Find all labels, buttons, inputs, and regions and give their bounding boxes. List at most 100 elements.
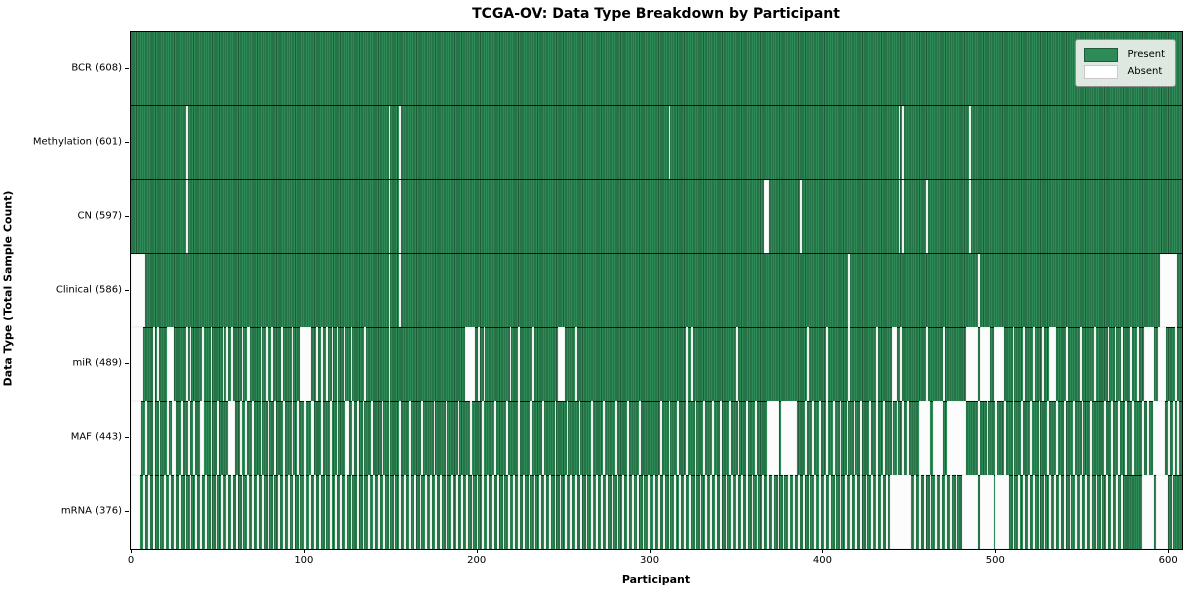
row-separator — [131, 179, 1182, 181]
absent-stripe — [179, 475, 182, 549]
x-tick-label: 300 — [640, 555, 660, 566]
row-separator — [131, 474, 1182, 476]
absent-stripe — [793, 475, 795, 549]
absent-stripe — [205, 475, 208, 549]
absent-stripe — [409, 401, 412, 476]
absent-stripe — [518, 475, 520, 549]
absent-stripe — [767, 475, 769, 549]
x-tick-mark — [476, 549, 478, 553]
absent-stripe — [950, 475, 953, 549]
absent-stripe — [659, 401, 662, 476]
absent-stripe — [303, 475, 306, 549]
legend-item-present: Present — [1084, 46, 1165, 63]
x-tick-mark — [1168, 549, 1170, 553]
absent-stripe — [876, 327, 878, 402]
absent-stripe — [575, 327, 577, 402]
absent-stripe — [825, 327, 828, 402]
absent-stripe — [725, 475, 728, 549]
absent-stripe — [834, 475, 837, 549]
absent-stripe — [1003, 401, 1006, 476]
y-tick-mark — [125, 511, 129, 513]
absent-stripe — [1054, 475, 1056, 549]
absent-stripe — [430, 475, 432, 549]
absent-stripe — [1107, 327, 1110, 402]
absent-stripe — [684, 475, 686, 549]
absent-stripe — [615, 401, 617, 476]
absent-stripe — [153, 327, 156, 402]
absent-stripe — [1021, 401, 1023, 476]
absent-stripe — [782, 475, 785, 549]
absent-stripe — [319, 475, 322, 549]
absent-stripe — [882, 401, 885, 476]
absent-stripe — [554, 475, 557, 549]
y-tick-label: mRNA (376) — [60, 505, 122, 517]
absent-stripe — [1100, 475, 1103, 549]
absent-stripe — [595, 475, 598, 549]
absent-stripe — [315, 327, 318, 402]
absent-stripe — [188, 401, 190, 476]
absent-stripe — [1130, 327, 1132, 402]
absent-stripe — [343, 327, 346, 402]
absent-stripe — [174, 475, 176, 549]
absent-stripe — [1064, 475, 1067, 549]
absent-stripe — [321, 401, 323, 476]
absent-stripe — [798, 475, 800, 549]
absent-stripe — [518, 327, 520, 402]
absent-stripe — [710, 475, 712, 549]
absent-stripe — [362, 401, 365, 476]
absent-stripe — [979, 327, 991, 402]
absent-stripe — [502, 475, 505, 549]
absent-stripe — [829, 475, 832, 549]
absent-stripe — [933, 401, 944, 476]
absent-stripe — [850, 475, 852, 549]
absent-stripe — [570, 475, 572, 549]
absent-stripe — [642, 475, 645, 549]
row-separator — [131, 400, 1182, 402]
absent-stripe — [876, 475, 878, 549]
absent-stripe — [257, 475, 259, 549]
absent-stripe — [943, 327, 946, 402]
absent-stripe — [677, 401, 679, 476]
absent-stripe — [371, 401, 373, 476]
absent-stripe — [673, 475, 676, 549]
absent-stripe — [1064, 401, 1067, 476]
absent-stripe — [424, 475, 427, 549]
absent-stripe — [144, 401, 147, 476]
row-separator — [131, 105, 1182, 107]
absent-stripe — [720, 401, 723, 476]
absent-stripe — [995, 401, 998, 476]
absent-stripe — [131, 327, 144, 402]
absent-stripe — [554, 401, 557, 476]
absent-stripe — [1033, 327, 1036, 402]
absent-stripe — [689, 475, 692, 549]
y-tick-mark — [125, 437, 129, 439]
absent-stripe — [844, 475, 847, 549]
absent-stripe — [585, 475, 588, 549]
x-tick-mark — [303, 549, 305, 553]
absent-stripe — [381, 401, 384, 476]
absent-stripe — [324, 475, 327, 549]
absent-stripe — [699, 475, 702, 549]
absent-stripe — [1048, 475, 1051, 549]
y-tick-mark — [125, 141, 129, 143]
absent-stripe — [914, 475, 916, 549]
absent-stripe — [227, 401, 235, 476]
absent-stripe — [668, 401, 671, 476]
absent-stripe — [303, 401, 306, 476]
absent-stripe — [865, 475, 868, 549]
absent-stripe — [1012, 475, 1015, 549]
absent-stripe — [736, 327, 738, 402]
absent-stripe — [955, 475, 958, 549]
absent-stripe — [239, 401, 242, 476]
y-tick-label: Methylation (601) — [32, 136, 122, 148]
absent-stripe — [637, 475, 640, 549]
absent-stripe — [1012, 327, 1015, 402]
absent-stripe — [497, 475, 500, 549]
absent-stripe — [704, 475, 707, 549]
absent-stripe — [528, 475, 531, 549]
x-tick-label: 500 — [985, 555, 1005, 566]
absent-stripe — [891, 327, 897, 402]
absent-stripe — [1085, 475, 1087, 549]
absent-stripe — [564, 475, 567, 549]
absent-stripe — [926, 327, 928, 402]
